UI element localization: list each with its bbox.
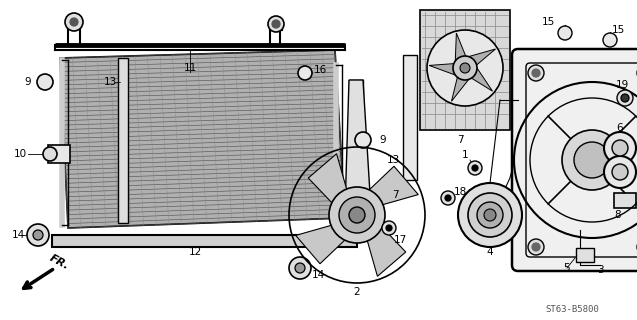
Bar bbox=[349, 80, 363, 210]
Text: 17: 17 bbox=[394, 235, 406, 245]
Circle shape bbox=[272, 20, 280, 28]
Polygon shape bbox=[308, 154, 349, 207]
Bar bbox=[48, 145, 70, 163]
Text: 6: 6 bbox=[617, 123, 624, 133]
Text: 9: 9 bbox=[380, 135, 386, 145]
Circle shape bbox=[295, 263, 305, 273]
Polygon shape bbox=[364, 166, 419, 207]
Text: 7: 7 bbox=[457, 135, 463, 145]
Text: 11: 11 bbox=[183, 63, 197, 73]
Circle shape bbox=[574, 142, 610, 178]
Polygon shape bbox=[469, 68, 492, 91]
Text: 13: 13 bbox=[387, 155, 399, 165]
Circle shape bbox=[558, 26, 572, 40]
Text: 1: 1 bbox=[462, 150, 468, 160]
Circle shape bbox=[477, 202, 503, 228]
Text: 5: 5 bbox=[564, 263, 570, 273]
Circle shape bbox=[562, 130, 622, 190]
Circle shape bbox=[612, 164, 628, 180]
Circle shape bbox=[339, 197, 375, 233]
Text: 3: 3 bbox=[597, 265, 603, 275]
Text: 9: 9 bbox=[25, 77, 31, 87]
Circle shape bbox=[460, 63, 470, 73]
Circle shape bbox=[468, 193, 512, 237]
Polygon shape bbox=[365, 222, 406, 276]
Circle shape bbox=[441, 191, 455, 205]
Polygon shape bbox=[345, 80, 371, 210]
Circle shape bbox=[453, 56, 477, 80]
Text: 14: 14 bbox=[11, 230, 25, 240]
Text: 14: 14 bbox=[311, 270, 325, 280]
Circle shape bbox=[604, 132, 636, 164]
Circle shape bbox=[468, 161, 482, 175]
Circle shape bbox=[298, 66, 312, 80]
Polygon shape bbox=[429, 63, 456, 75]
Polygon shape bbox=[469, 49, 496, 67]
Circle shape bbox=[603, 33, 617, 47]
Bar bbox=[52, 235, 357, 247]
Circle shape bbox=[604, 156, 636, 188]
Circle shape bbox=[382, 221, 396, 235]
Circle shape bbox=[484, 209, 496, 221]
Polygon shape bbox=[455, 33, 466, 61]
Circle shape bbox=[43, 147, 57, 161]
FancyBboxPatch shape bbox=[512, 49, 637, 271]
Polygon shape bbox=[452, 75, 469, 101]
Bar bbox=[118, 58, 128, 223]
Text: 18: 18 bbox=[454, 187, 467, 197]
Circle shape bbox=[427, 30, 503, 106]
Circle shape bbox=[27, 224, 49, 246]
Circle shape bbox=[612, 140, 628, 156]
Circle shape bbox=[617, 90, 633, 106]
Text: 4: 4 bbox=[487, 247, 493, 257]
Text: 19: 19 bbox=[615, 80, 629, 90]
Circle shape bbox=[65, 13, 83, 31]
Circle shape bbox=[33, 230, 43, 240]
Text: 12: 12 bbox=[189, 247, 202, 257]
Circle shape bbox=[355, 132, 371, 148]
Bar bbox=[403, 55, 417, 180]
Circle shape bbox=[289, 257, 311, 279]
Circle shape bbox=[528, 65, 544, 81]
Text: 13: 13 bbox=[103, 77, 117, 87]
Circle shape bbox=[37, 74, 53, 90]
Circle shape bbox=[268, 16, 284, 32]
Text: 8: 8 bbox=[615, 210, 621, 220]
Circle shape bbox=[528, 239, 544, 255]
Circle shape bbox=[349, 207, 365, 223]
Text: 10: 10 bbox=[13, 149, 27, 159]
Text: 15: 15 bbox=[541, 17, 555, 27]
Circle shape bbox=[532, 243, 540, 251]
Circle shape bbox=[621, 94, 629, 102]
Polygon shape bbox=[296, 223, 350, 264]
Text: ST63-B5800: ST63-B5800 bbox=[545, 306, 599, 315]
Text: 7: 7 bbox=[392, 190, 398, 200]
Circle shape bbox=[458, 183, 522, 247]
Circle shape bbox=[386, 225, 392, 231]
Bar bbox=[614, 193, 636, 208]
Bar bbox=[576, 248, 594, 262]
Text: 16: 16 bbox=[313, 65, 327, 75]
Circle shape bbox=[329, 187, 385, 243]
Bar bbox=[420, 10, 510, 130]
Circle shape bbox=[532, 69, 540, 77]
Circle shape bbox=[445, 195, 451, 201]
Polygon shape bbox=[60, 50, 345, 228]
Circle shape bbox=[472, 165, 478, 171]
Circle shape bbox=[70, 18, 78, 26]
Text: 15: 15 bbox=[612, 25, 625, 35]
Text: FR.: FR. bbox=[48, 253, 71, 272]
Text: 2: 2 bbox=[354, 287, 361, 297]
